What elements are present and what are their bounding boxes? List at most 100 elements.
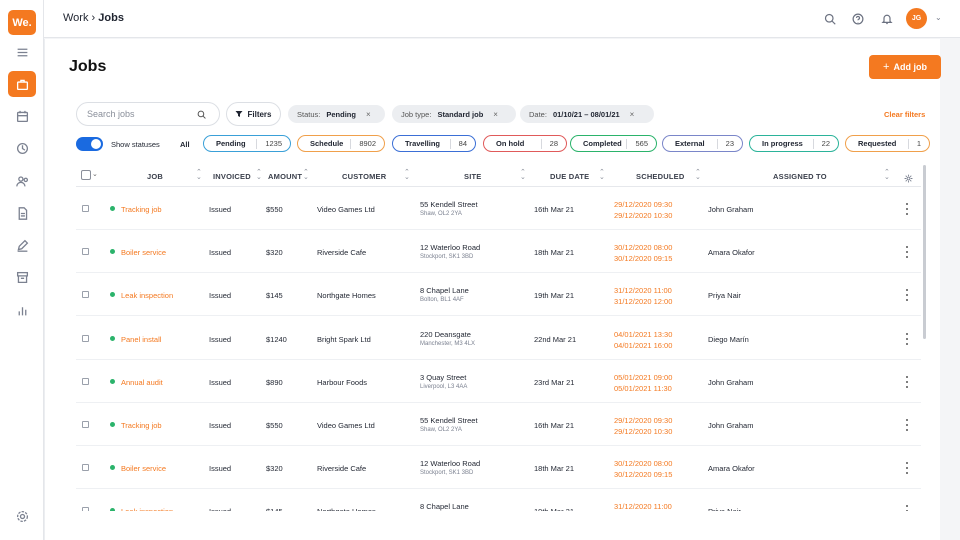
job-link[interactable]: Boiler service xyxy=(121,248,167,258)
more-options-icon[interactable] xyxy=(904,505,910,511)
table-row[interactable]: Annual audit Issued $890 Harbour Foods 3 Qua… xyxy=(76,360,921,403)
chevron-down-icon[interactable]: ⌄ xyxy=(935,13,942,22)
column-customer[interactable]: CUSTOMER xyxy=(342,172,387,181)
status-pill-pending[interactable]: Pending 1235 xyxy=(203,135,291,152)
chevron-down-icon[interactable]: ⌄ xyxy=(92,171,98,178)
sort-icon[interactable]: ⌃ ⌄ xyxy=(599,169,605,181)
bar-chart-icon[interactable] xyxy=(8,297,36,323)
status-pill-count: 1235 xyxy=(256,138,290,149)
column-assigned-to[interactable]: ASSIGNED TO xyxy=(773,172,827,181)
calendar-icon[interactable] xyxy=(8,103,36,129)
row-checkbox[interactable] xyxy=(82,464,89,472)
filter-chip-status[interactable]: Status: Pending × xyxy=(288,105,385,123)
add-job-button[interactable]: + Add job xyxy=(869,55,941,79)
sort-icon[interactable]: ⌃ ⌄ xyxy=(196,169,202,181)
status-all[interactable]: All xyxy=(180,140,190,149)
column-scheduled[interactable]: SCHEDULED xyxy=(636,172,685,181)
status-pill-in-progress[interactable]: In progress 22 xyxy=(749,135,839,152)
job-link[interactable]: Tracking job xyxy=(121,205,162,214)
row-checkbox[interactable] xyxy=(82,291,89,299)
table-row[interactable]: Panel install Issued $1240 Bright Spark Ltd… xyxy=(76,317,921,360)
row-checkbox[interactable] xyxy=(82,334,89,342)
help-icon[interactable] xyxy=(850,11,866,27)
menu-icon[interactable] xyxy=(8,39,36,65)
table-row[interactable]: Tracking job Issued $550 Video Games Ltd 55 … xyxy=(76,403,921,446)
app-logo[interactable]: We. xyxy=(8,10,36,35)
sort-icon[interactable]: ⌃ ⌄ xyxy=(303,169,309,181)
column-settings-icon[interactable] xyxy=(904,170,913,188)
search-icon[interactable] xyxy=(822,11,838,27)
avatar[interactable]: JG xyxy=(906,8,927,29)
due-date-cell: 18th Mar 21 xyxy=(534,464,575,474)
filters-button[interactable]: Filters xyxy=(226,102,281,126)
column-due-date[interactable]: DUE DATE xyxy=(550,172,590,181)
archive-icon[interactable] xyxy=(8,264,36,290)
table-row[interactable]: Tracking job Issued $550 Video Games Ltd 55 … xyxy=(76,187,921,230)
row-checkbox[interactable] xyxy=(82,205,89,212)
settings-icon[interactable] xyxy=(8,503,36,529)
top-bar: Work › Jobs JG ⌄ xyxy=(44,0,960,38)
table-row[interactable]: Boiler service Issued $320 Riverside Cafe 12… xyxy=(76,230,921,274)
column-invoiced[interactable]: INVOICED xyxy=(213,172,251,181)
table-row[interactable]: Boiler service Issued $320 Riverside Cafe 12… xyxy=(76,446,921,490)
sort-icon[interactable]: ⌃ ⌄ xyxy=(256,169,262,181)
row-checkbox[interactable] xyxy=(82,507,89,511)
close-icon[interactable]: × xyxy=(365,109,371,119)
breadcrumb-separator: › xyxy=(91,12,96,24)
bell-icon[interactable] xyxy=(879,11,895,27)
clock-icon[interactable] xyxy=(8,135,36,161)
more-options-icon[interactable] xyxy=(904,203,910,215)
more-options-icon[interactable] xyxy=(904,332,910,345)
job-link[interactable]: Tracking job xyxy=(121,421,162,430)
sort-icon[interactable]: ⌃ ⌄ xyxy=(695,169,701,181)
close-icon[interactable]: × xyxy=(629,109,635,119)
row-checkbox[interactable] xyxy=(82,248,89,256)
column-job[interactable]: JOB xyxy=(147,172,164,181)
document-icon[interactable] xyxy=(8,200,36,226)
jobs-icon[interactable] xyxy=(8,71,36,97)
search-icon[interactable] xyxy=(197,110,206,119)
search-input[interactable] xyxy=(87,109,197,119)
job-link[interactable]: Leak inspection xyxy=(121,507,173,511)
status-pill-completed[interactable]: Completed 565 xyxy=(570,135,657,152)
more-options-icon[interactable] xyxy=(904,375,910,388)
filter-chip-job-type[interactable]: Job type: Standard job × xyxy=(392,105,516,123)
job-link[interactable]: Boiler service xyxy=(121,464,167,474)
more-options-icon[interactable] xyxy=(904,246,910,259)
amount-cell: $890 xyxy=(266,377,283,387)
column-amount[interactable]: AMOUNT xyxy=(268,172,303,181)
clear-filters-link[interactable]: Clear filters xyxy=(884,110,926,119)
sort-icon[interactable]: ⌃ ⌄ xyxy=(520,169,526,181)
row-checkbox[interactable] xyxy=(82,421,89,428)
invoiced-cell: Issued xyxy=(209,334,232,344)
assigned-to-cell: Priya Nair xyxy=(708,291,741,301)
select-all-checkbox[interactable] xyxy=(81,170,91,180)
people-icon[interactable] xyxy=(8,168,36,194)
job-link[interactable]: Panel install xyxy=(121,334,162,344)
status-dot xyxy=(110,206,115,211)
assigned-to-cell: Amara Okafor xyxy=(708,248,755,258)
job-link[interactable]: Annual audit xyxy=(121,377,163,387)
column-site[interactable]: SITE xyxy=(464,172,482,181)
filter-chip-date[interactable]: Date: 01/10/21 – 08/01/21 × xyxy=(520,105,654,123)
assigned-to-cell: John Graham xyxy=(708,421,754,430)
status-pill-schedule[interactable]: Schedule 8902 xyxy=(297,135,385,152)
sort-icon[interactable]: ⌃ ⌄ xyxy=(404,169,410,181)
close-icon[interactable]: × xyxy=(493,109,498,119)
pen-icon[interactable] xyxy=(8,232,36,258)
row-checkbox[interactable] xyxy=(82,377,89,385)
sort-icon[interactable]: ⌃ ⌄ xyxy=(884,169,890,181)
status-pill-external[interactable]: External 23 xyxy=(662,135,743,152)
more-options-icon[interactable] xyxy=(904,462,910,475)
show-statuses-toggle[interactable] xyxy=(76,137,103,151)
breadcrumb-parent[interactable]: Work xyxy=(63,12,89,24)
status-pill-travelling[interactable]: Travelling 84 xyxy=(392,135,476,152)
status-pill-requested[interactable]: Requested 1 xyxy=(845,135,930,152)
vertical-scrollbar[interactable] xyxy=(923,165,926,339)
table-row[interactable]: Leak inspection Issued $145 Northgate Homes… xyxy=(76,273,921,317)
table-row[interactable]: Leak inspection Issued $145 Northgate Homes… xyxy=(76,489,921,511)
status-pill-on-hold[interactable]: On hold 28 xyxy=(483,135,567,152)
more-options-icon[interactable] xyxy=(904,289,910,302)
more-options-icon[interactable] xyxy=(904,419,910,431)
job-link[interactable]: Leak inspection xyxy=(121,291,174,301)
